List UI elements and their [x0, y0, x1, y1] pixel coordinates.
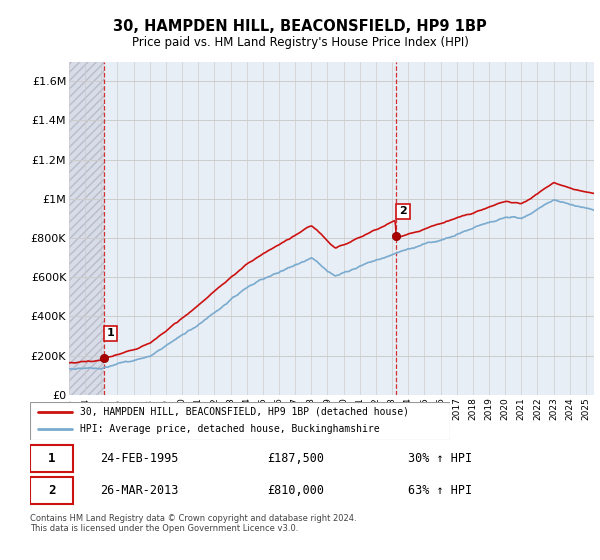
Text: £810,000: £810,000: [268, 484, 325, 497]
FancyBboxPatch shape: [30, 445, 73, 472]
Text: Price paid vs. HM Land Registry's House Price Index (HPI): Price paid vs. HM Land Registry's House …: [131, 36, 469, 49]
Text: 26-MAR-2013: 26-MAR-2013: [100, 484, 179, 497]
Text: HPI: Average price, detached house, Buckinghamshire: HPI: Average price, detached house, Buck…: [80, 424, 380, 435]
Bar: [69, 62, 104, 395]
Text: £187,500: £187,500: [268, 452, 325, 465]
Text: Contains HM Land Registry data © Crown copyright and database right 2024.
This d: Contains HM Land Registry data © Crown c…: [30, 514, 356, 534]
FancyBboxPatch shape: [30, 477, 73, 504]
Text: 2: 2: [399, 207, 407, 217]
Text: 63% ↑ HPI: 63% ↑ HPI: [408, 484, 472, 497]
FancyBboxPatch shape: [30, 402, 450, 440]
Text: 1: 1: [107, 329, 115, 338]
Text: 30, HAMPDEN HILL, BEACONSFIELD, HP9 1BP (detached house): 30, HAMPDEN HILL, BEACONSFIELD, HP9 1BP …: [80, 407, 409, 417]
Text: 30, HAMPDEN HILL, BEACONSFIELD, HP9 1BP: 30, HAMPDEN HILL, BEACONSFIELD, HP9 1BP: [113, 20, 487, 34]
Text: 1: 1: [48, 452, 55, 465]
Text: 30% ↑ HPI: 30% ↑ HPI: [408, 452, 472, 465]
Text: 24-FEB-1995: 24-FEB-1995: [100, 452, 179, 465]
Text: 2: 2: [48, 484, 55, 497]
